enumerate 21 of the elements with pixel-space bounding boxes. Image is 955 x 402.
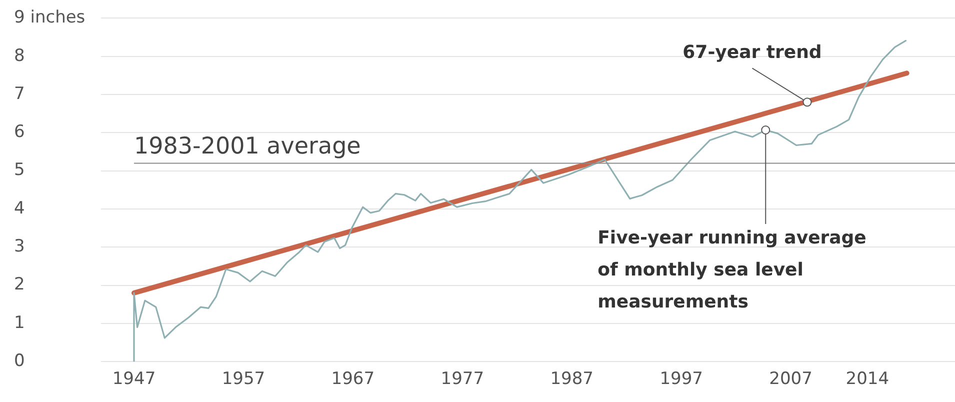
y-tick-label: 3 — [14, 236, 25, 257]
y-tick-label: 4 — [14, 198, 25, 218]
y-tick-label: 0 — [14, 351, 25, 372]
ref-line-label: 1983-2001 average — [134, 134, 361, 160]
y-tick-label: 7 — [14, 84, 25, 104]
x-tick-label: 2007 — [769, 369, 812, 390]
y-tick-label: 8 — [14, 46, 25, 66]
y-tick-label: 6 — [14, 122, 25, 142]
x-tick-label: 1947 — [112, 369, 156, 390]
y-tick-label: 5 — [14, 160, 25, 180]
annotation: Five-year running average of monthly sea level measurements — [598, 228, 866, 313]
x-tick-label: 1977 — [440, 369, 484, 390]
x-tick-label: 1997 — [660, 369, 703, 390]
x-tick-label: 2014 — [846, 369, 890, 390]
y-tick-label: 2 — [14, 274, 25, 295]
x-tick-label: 1987 — [550, 369, 594, 390]
x-tick-label: 1967 — [331, 369, 375, 390]
y-tick-label: 9 inches — [14, 8, 86, 28]
x-tick-label: 1957 — [222, 369, 266, 390]
y-tick-label: 1 — [14, 312, 25, 333]
annotation: 67-year trend — [682, 42, 822, 63]
